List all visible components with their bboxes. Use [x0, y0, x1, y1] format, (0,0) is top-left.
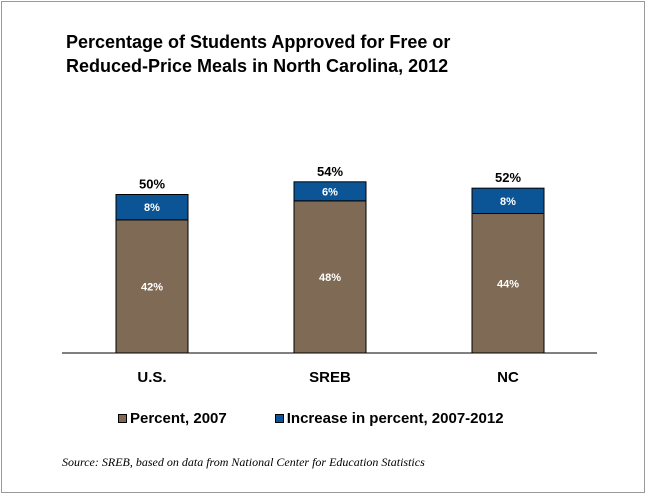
data-label-u-s-increase: 8%: [144, 202, 160, 214]
total-label-sreb: 54%: [317, 164, 343, 179]
chart-title-line-2: Reduced-Price Meals in North Carolina, 2…: [66, 56, 449, 76]
category-label-nc: NC: [497, 369, 519, 386]
legend-item-percent-2007: Percent, 2007: [118, 410, 227, 427]
legend: Percent, 2007 Increase in percent, 2007-…: [118, 410, 504, 427]
data-label-sreb-base-2007: 48%: [319, 272, 341, 284]
legend-item-increase: Increase in percent, 2007-2012: [274, 410, 504, 427]
bars-group: 42% 8% 50% 48% 6% 54% 44% 8% 52%: [115, 164, 545, 354]
data-label-nc-base-2007: 44%: [497, 278, 519, 290]
data-label-sreb-increase: 6%: [322, 186, 338, 198]
category-label-u-s: U.S.: [137, 369, 166, 386]
bar-nc-increase: [471, 187, 545, 215]
legend-swatch-increase: [274, 414, 284, 423]
chart-title: Percentage of Students Approved for Free…: [66, 30, 586, 78]
total-label-nc: 52%: [495, 170, 521, 185]
data-label-u-s-base-2007: 42%: [141, 281, 163, 293]
legend-label-increase: Increase in percent, 2007-2012: [286, 410, 504, 427]
category-label-sreb: SREB: [309, 369, 351, 386]
legend-swatch-percent-2007: [118, 414, 127, 423]
chart-title-line-1: Percentage of Students Approved for Free…: [66, 32, 451, 52]
total-label-u-s: 50%: [139, 177, 165, 192]
legend-label-percent-2007: Percent, 2007: [130, 410, 227, 427]
bar-u-s-base-2007: [115, 219, 189, 354]
bar-sreb-increase: [293, 181, 367, 202]
category-labels: U.S. SREB NC: [137, 369, 519, 386]
bar-u-s-increase: [115, 194, 189, 221]
bar-sreb-base-2007: [293, 200, 367, 354]
data-label-nc-increase: 8%: [500, 196, 516, 208]
source-note: Source: SREB, based on data from Nationa…: [62, 455, 425, 469]
